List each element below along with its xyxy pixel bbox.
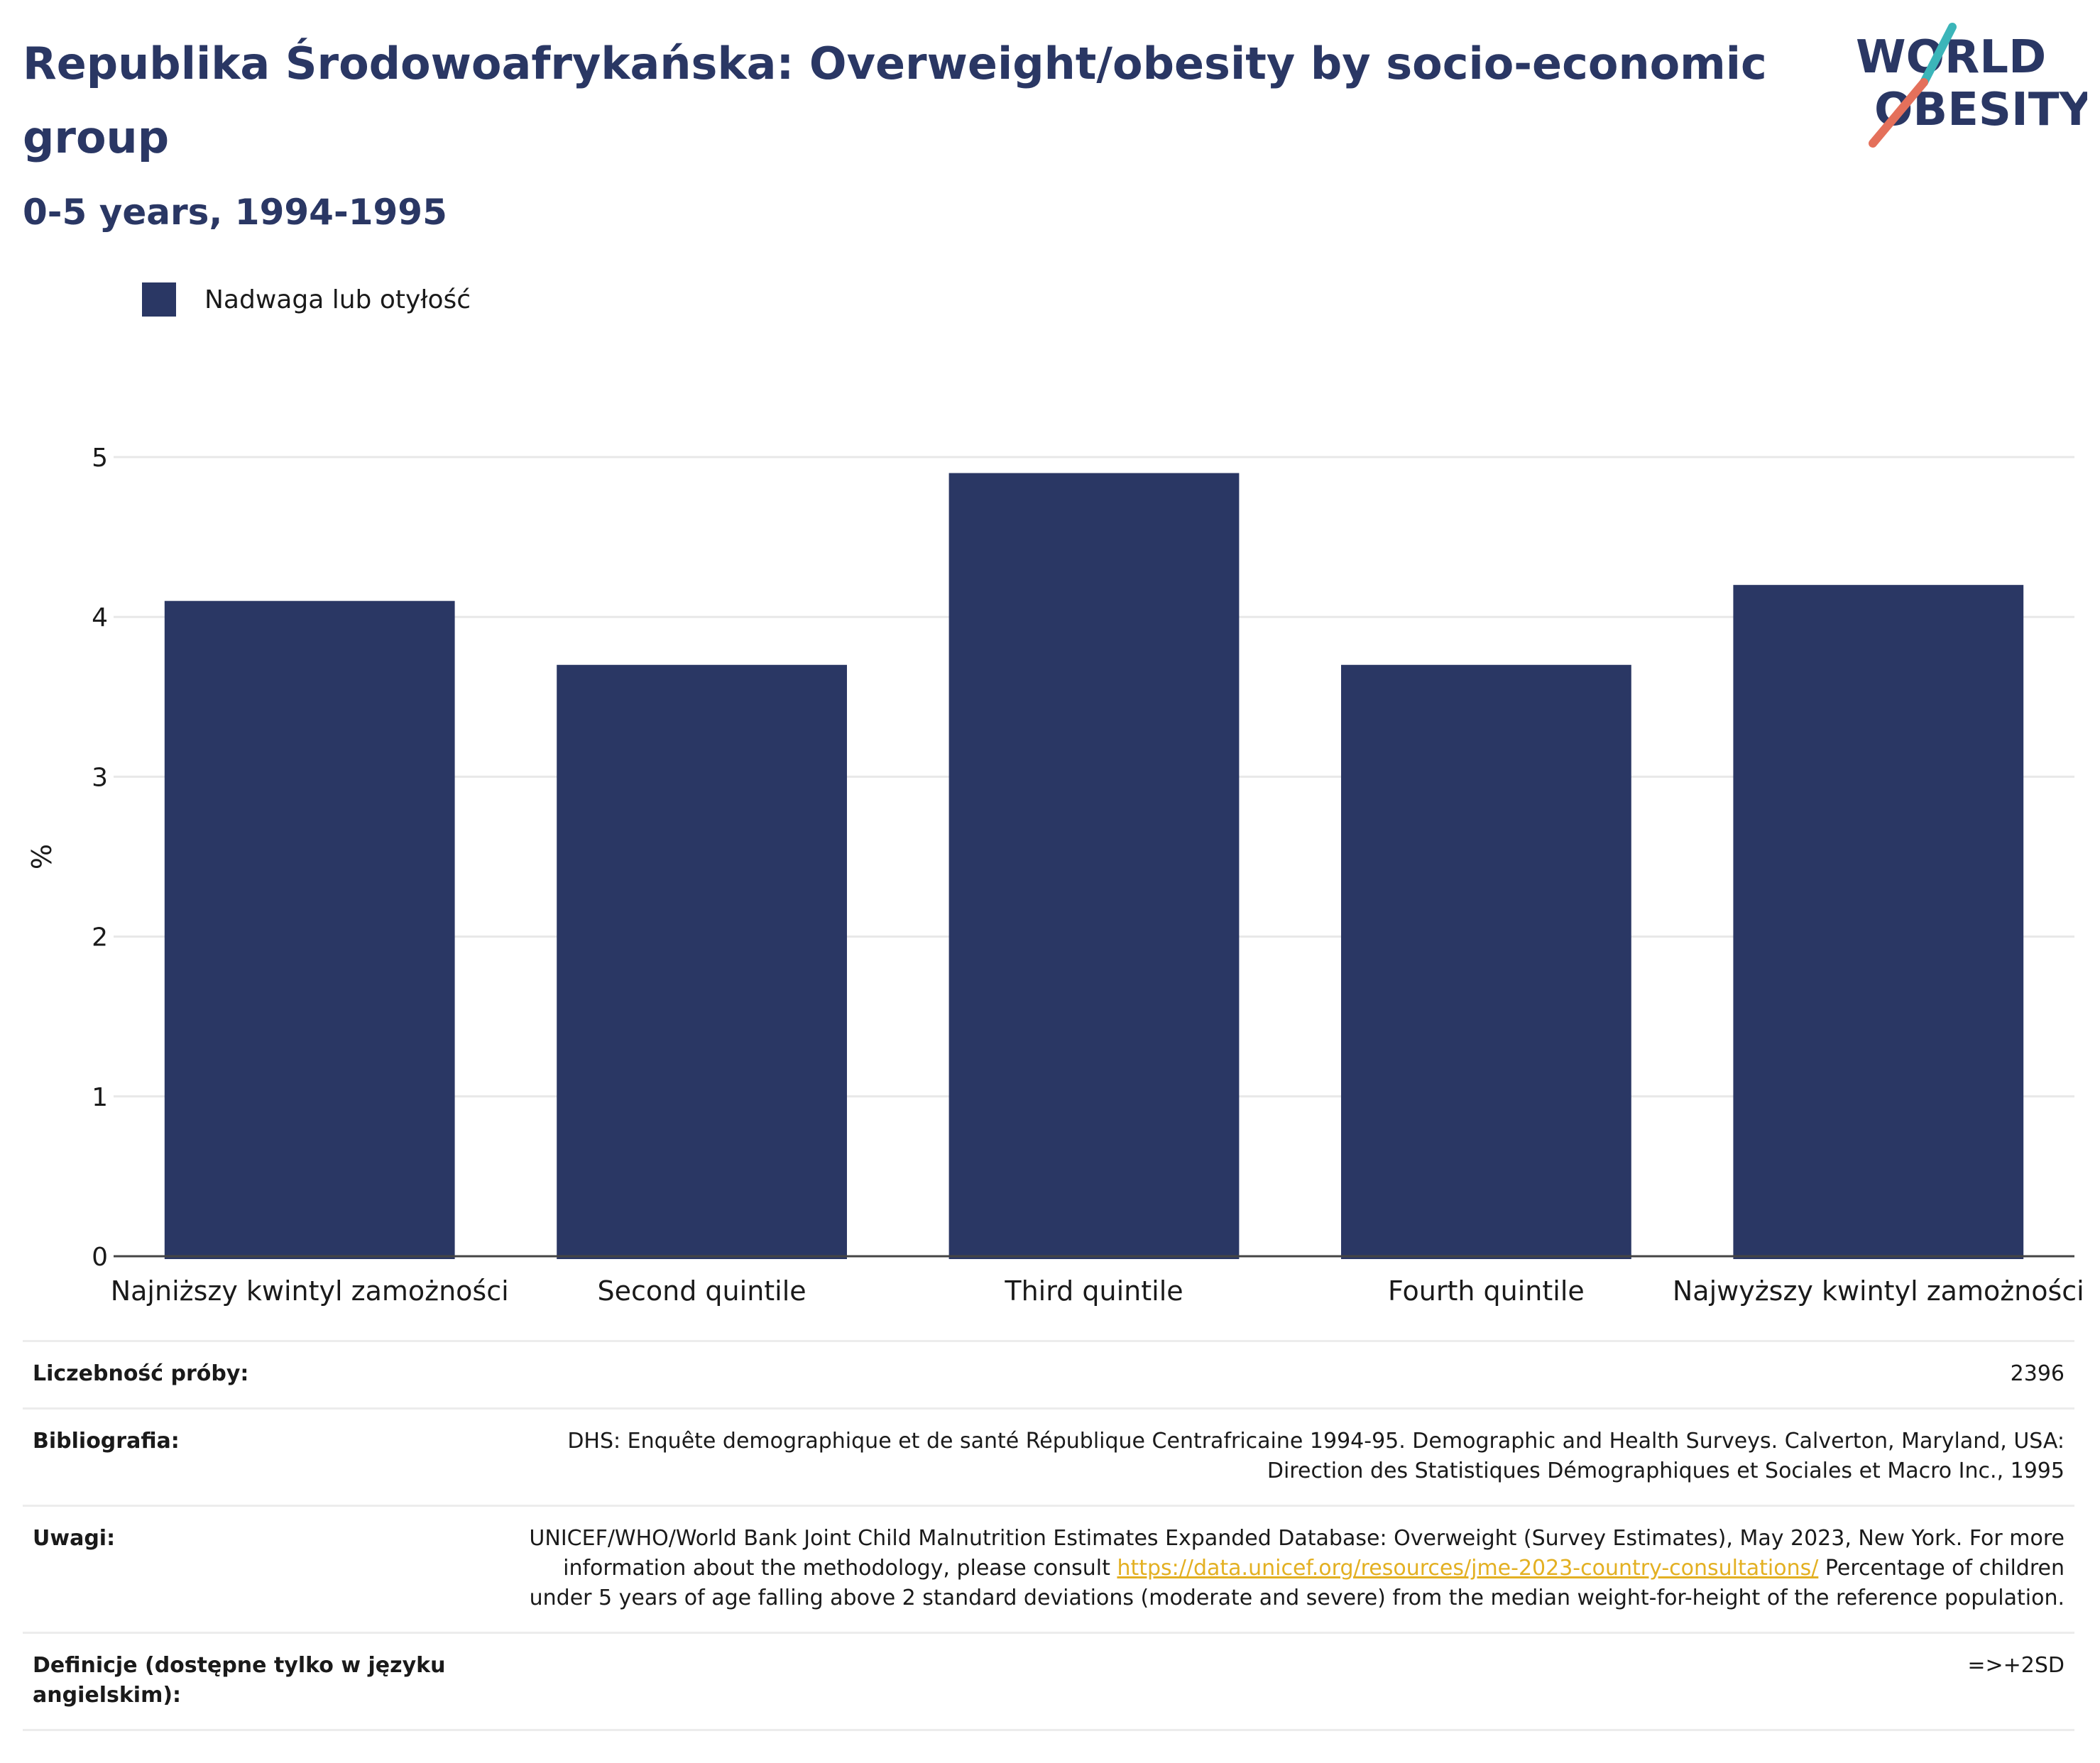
- notes-label: Uwagi:: [33, 1526, 116, 1551]
- methodology-link[interactable]: https://data.unicef.org/resources/jme-20…: [1117, 1556, 1819, 1581]
- chart-subtitle: 0-5 years, 1994-1995: [23, 192, 447, 233]
- y-tick-label: 0: [92, 1243, 108, 1272]
- chart-title: Republika Środowoafrykańska: Overweight/…: [23, 38, 1767, 163]
- sample-size-label: Liczebność próby:: [33, 1361, 249, 1386]
- logo-slash-coral: [1869, 78, 1928, 148]
- y-tick-label: 4: [92, 603, 108, 632]
- info-row-bibliography: Bibliografia: DHS: Enquête demographique…: [23, 1407, 2074, 1505]
- bar-chart: 0 1 2 3 4 5 Najniższy kwintyl zamożności Secon…: [26, 444, 2084, 1307]
- y-tick-label: 2: [92, 923, 108, 952]
- bars: [164, 473, 2024, 1259]
- y-tick-label: 5: [92, 444, 108, 473]
- y-axis-label: %: [26, 844, 58, 869]
- info-row-notes: Uwagi: UNICEF/WHO/World Bank Joint Child…: [23, 1505, 2074, 1632]
- bar: [164, 600, 455, 1259]
- x-axis-ticks: Najniższy kwintyl zamożności Second quint…: [111, 1275, 2084, 1307]
- sample-size-value: 2396: [2010, 1361, 2065, 1386]
- legend-swatch: [142, 282, 176, 317]
- info-table: Liczebność próby: 2396 Bibliografia: DHS…: [23, 1340, 2074, 1731]
- bar: [1341, 664, 1631, 1259]
- bar: [1733, 585, 2024, 1259]
- legend-label: Nadwaga lub otyłość: [204, 285, 471, 314]
- bar: [557, 664, 847, 1259]
- logo-slash-teal: [1920, 23, 1957, 87]
- x-tick-label: Second quintile: [598, 1275, 806, 1307]
- info-row-sample-size: Liczebność próby: 2396: [23, 1340, 2074, 1407]
- logo-line-world: WORLD: [1856, 31, 2046, 84]
- definitions-value: =>+2SD: [1967, 1653, 2065, 1678]
- x-tick-label: Third quintile: [1004, 1275, 1183, 1307]
- chart-legend: Nadwaga lub otyłość: [142, 282, 471, 317]
- y-axis-ticks: 0 1 2 3 4 5: [92, 444, 108, 1272]
- notes-text-after: Percentage of children under 5 years of …: [529, 1556, 2065, 1610]
- notes-value: UNICEF/WHO/World Bank Joint Child Malnut…: [517, 1524, 2065, 1613]
- notes-text-before: UNICEF/WHO/World Bank Joint Child Malnut…: [529, 1526, 2065, 1581]
- x-tick-label: Najwyższy kwintyl zamożności: [1673, 1275, 2084, 1307]
- y-tick-label: 1: [92, 1083, 108, 1112]
- info-row-definitions: Definicje (dostępne tylko w języku angie…: [23, 1632, 2074, 1731]
- x-tick-label: Najniższy kwintyl zamożności: [111, 1275, 509, 1307]
- bar: [948, 473, 1240, 1259]
- x-tick-label: Fourth quintile: [1388, 1275, 1585, 1307]
- definitions-label: Definicje (dostępne tylko w języku angie…: [33, 1653, 446, 1708]
- bibliography-value: DHS: Enquête demographique et de santé R…: [567, 1429, 2065, 1483]
- y-tick-label: 3: [92, 763, 108, 792]
- world-obesity-logo: WORLD OBESITY: [1856, 23, 2087, 148]
- logo-line-obesity: OBESITY: [1874, 84, 2087, 136]
- bibliography-label: Bibliografia:: [33, 1429, 180, 1454]
